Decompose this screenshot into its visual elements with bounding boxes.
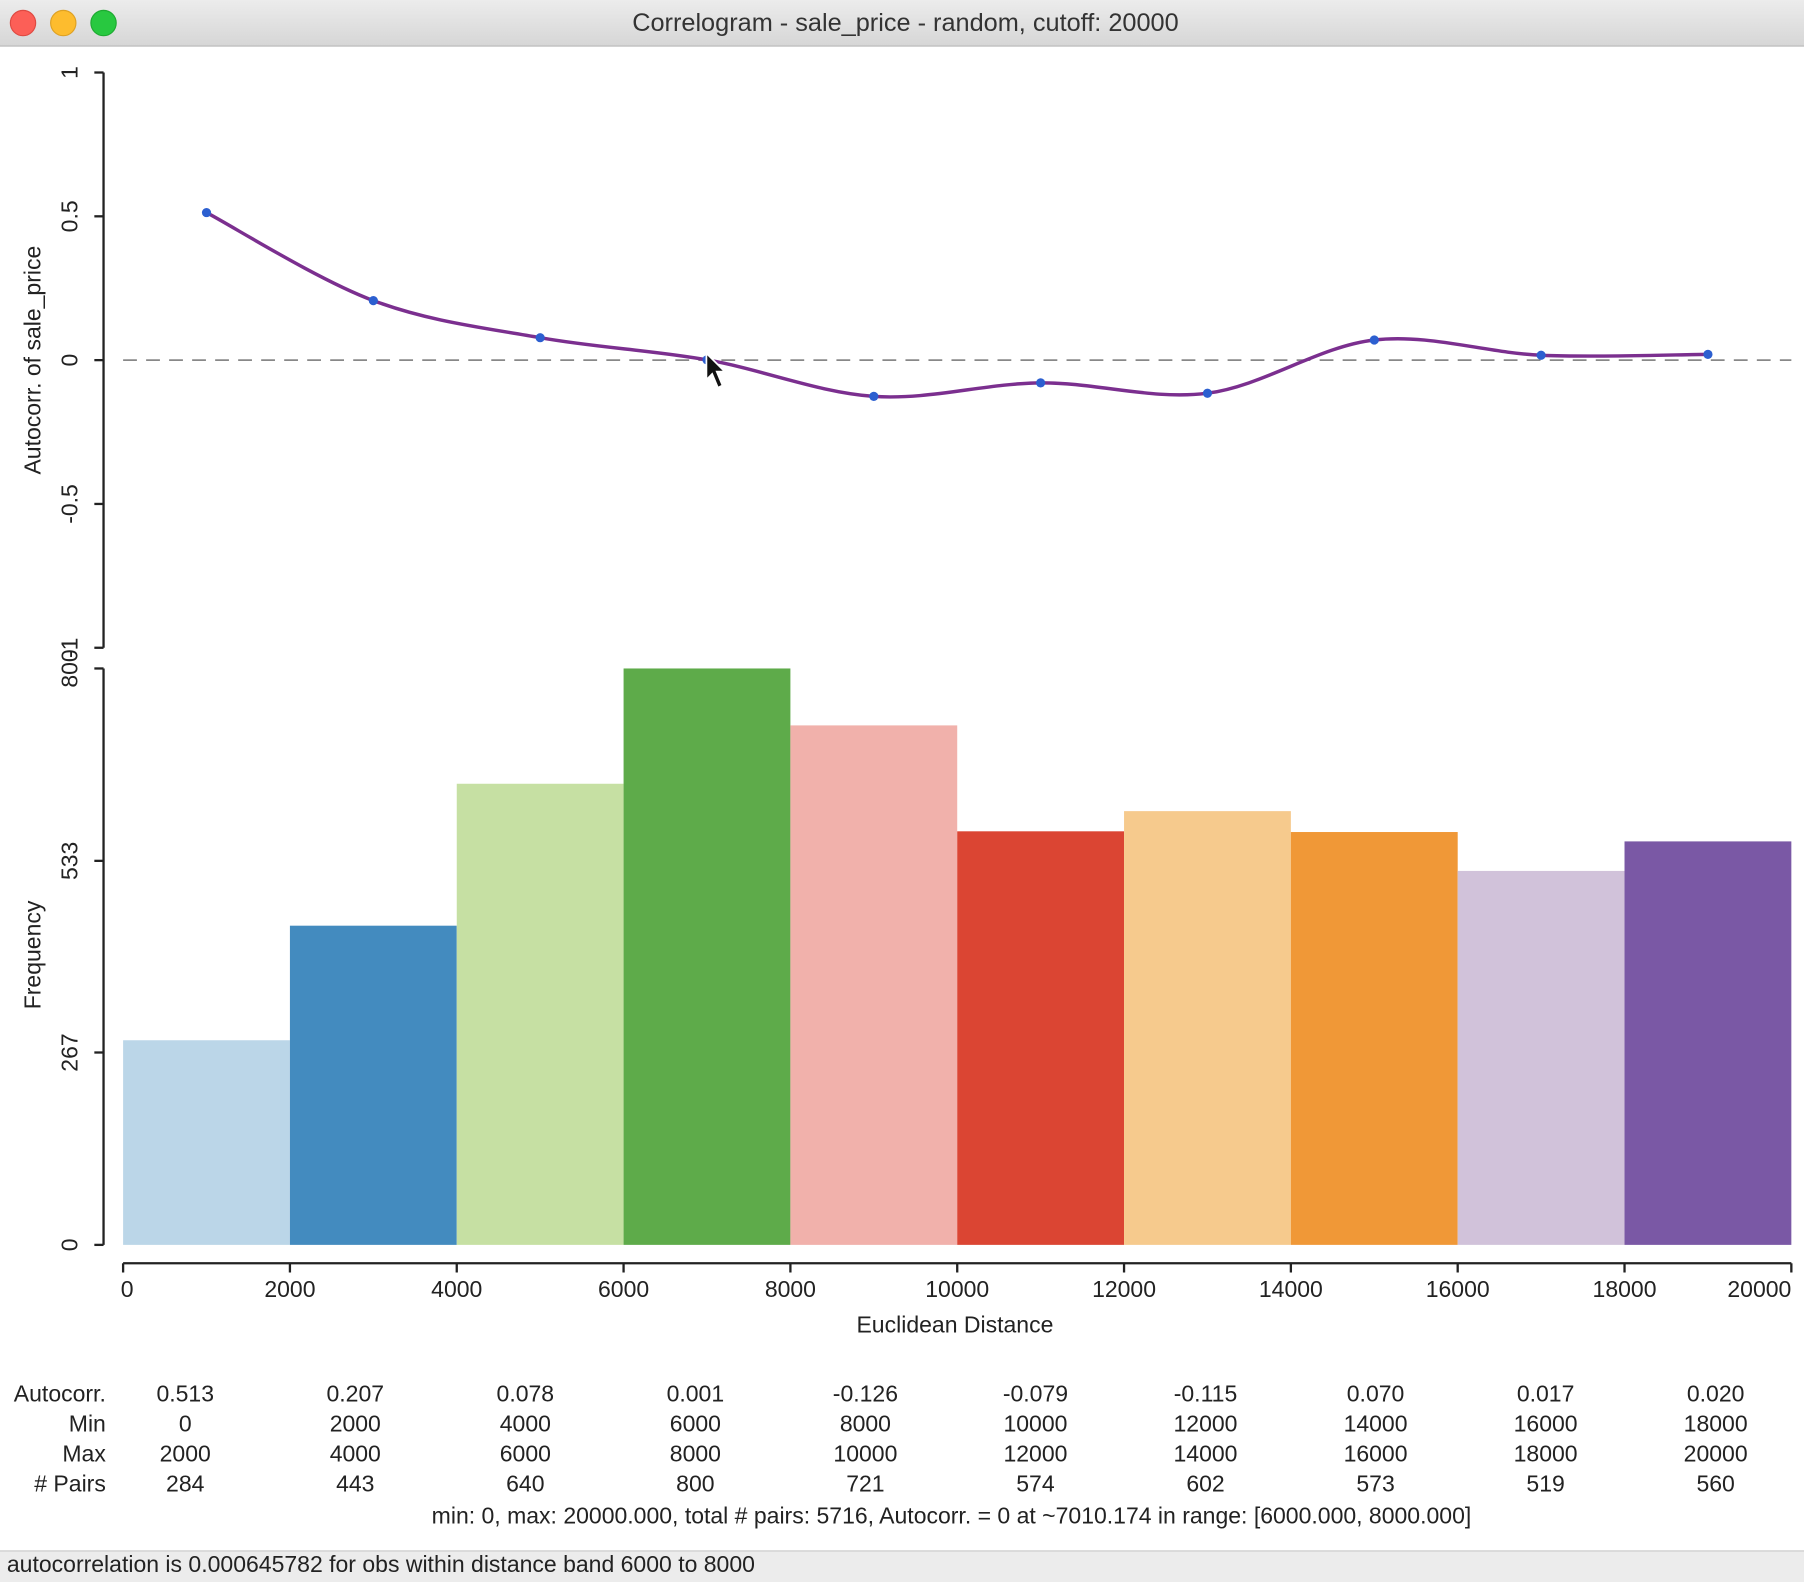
table-cell: 12000 xyxy=(1003,1440,1067,1466)
table-cell: 0.070 xyxy=(1347,1381,1405,1407)
x-axis-title: Euclidean Distance xyxy=(856,1312,1053,1338)
autocorr-point xyxy=(1369,335,1379,345)
histogram-bar xyxy=(623,668,791,1245)
table-cell: 6000 xyxy=(500,1440,551,1466)
table-cell: 4000 xyxy=(500,1411,551,1437)
y-axis-title: Frequency xyxy=(20,900,46,1009)
table-row-label: Autocorr. xyxy=(14,1381,106,1407)
title-bar xyxy=(0,0,1804,47)
table-cell: 6000 xyxy=(670,1411,721,1437)
histogram-bar xyxy=(456,783,624,1245)
x-tick-label: 20000 xyxy=(1727,1276,1791,1302)
status-bar xyxy=(0,1550,1804,1582)
summary: min: 0, max: 20000.000, total # pairs: 5… xyxy=(432,1503,1472,1529)
table-cell: 4000 xyxy=(330,1440,381,1466)
close-button[interactable] xyxy=(9,9,37,37)
table-cell: 0.513 xyxy=(156,1381,214,1407)
autocorr-point xyxy=(368,295,378,306)
autocorr-point xyxy=(1703,349,1713,359)
histogram-bar xyxy=(1624,841,1792,1245)
table-cell: 800 xyxy=(676,1470,714,1496)
table-cell: 16000 xyxy=(1344,1440,1408,1466)
histogram-bar xyxy=(1457,870,1625,1245)
y-tick-label: 0 xyxy=(56,354,82,367)
x-tick-label: 18000 xyxy=(1593,1276,1657,1302)
autocorr-point xyxy=(1036,378,1046,388)
plot-area: -1 -0.5 0 0.5 1 0.513 0.207 0.078 0.001 -0.126 -0.… xyxy=(14,66,1793,1496)
table-cell: 8000 xyxy=(840,1411,891,1437)
y-tick-label: 0.5 xyxy=(56,200,82,232)
table-cell: -0.115 xyxy=(1174,1381,1238,1407)
y-tick-label: 800 xyxy=(56,649,82,687)
table-row-label: Min xyxy=(69,1411,106,1437)
table-cell: 0.078 xyxy=(497,1381,555,1407)
y-tick-label: 267 xyxy=(56,1033,82,1071)
minimize-button[interactable] xyxy=(50,9,77,37)
zoom-button[interactable] xyxy=(90,9,117,37)
x-tick-label: 8000 xyxy=(765,1276,816,1302)
x-tick-label: 12000 xyxy=(1092,1276,1156,1302)
status-text: autocorrelation is 0.000645782 for obs w… xyxy=(7,1551,755,1577)
table-cell: 573 xyxy=(1356,1470,1394,1496)
table-cell: 14000 xyxy=(1174,1440,1238,1466)
table-cell: 0.020 xyxy=(1687,1381,1745,1407)
table-cell: 10000 xyxy=(1003,1411,1067,1437)
table-cell: -0.079 xyxy=(1003,1381,1068,1407)
autocorr-point xyxy=(201,207,212,218)
table-cell: 16000 xyxy=(1514,1411,1578,1437)
histogram-bar xyxy=(1124,811,1291,1245)
autocorr-point xyxy=(869,391,879,401)
x-tick-label: 16000 xyxy=(1426,1276,1490,1302)
y-axis-title: Autocorr. of sale_price xyxy=(20,246,46,475)
table-cell: 2000 xyxy=(330,1411,381,1437)
x-tick-label: 6000 xyxy=(598,1276,649,1302)
table-cell: 443 xyxy=(336,1470,374,1496)
table-cell: 10000 xyxy=(833,1440,897,1466)
table-row-label: Max xyxy=(62,1440,106,1466)
table-cell: 18000 xyxy=(1514,1440,1578,1466)
x-tick-label: 4000 xyxy=(431,1276,482,1302)
table-cell: -0.126 xyxy=(833,1381,898,1407)
table-cell: 0.001 xyxy=(667,1381,725,1407)
table-cell: 284 xyxy=(166,1470,205,1496)
histogram-bar xyxy=(790,725,958,1245)
y-tick-label: 533 xyxy=(56,842,82,880)
y-tick-label: -1 xyxy=(56,638,82,658)
y-tick-label: 0 xyxy=(56,1238,82,1251)
autocorr-point xyxy=(1202,388,1213,398)
table-cell: 0 xyxy=(179,1411,192,1437)
table-cell: 519 xyxy=(1526,1470,1564,1496)
table-cell: 2000 xyxy=(160,1440,211,1466)
x-tick-label: 0 xyxy=(121,1276,134,1302)
autocorr-curve xyxy=(205,211,1708,399)
table-cell: 8000 xyxy=(670,1440,721,1466)
window-title: Correlogram - sale_price - random, cutof… xyxy=(632,9,1179,37)
table-cell: 560 xyxy=(1696,1470,1734,1496)
table-cell: 20000 xyxy=(1684,1440,1748,1466)
y-tick-label: -0.5 xyxy=(56,484,82,524)
histogram-bar xyxy=(957,831,1125,1245)
histogram-bar xyxy=(1290,832,1458,1245)
table-cell: 18000 xyxy=(1684,1411,1748,1437)
table-cell: 721 xyxy=(846,1470,884,1496)
x-tick-label: 14000 xyxy=(1259,1276,1323,1302)
table-cell: 574 xyxy=(1016,1470,1055,1496)
table-cell: 602 xyxy=(1186,1470,1224,1496)
autocorr-point xyxy=(1536,350,1546,360)
table-cell: 12000 xyxy=(1174,1411,1238,1437)
table-row-label: # Pairs xyxy=(34,1470,106,1496)
mouse-cursor xyxy=(705,351,727,389)
autocorr-point xyxy=(535,333,545,343)
x-tick-label: 2000 xyxy=(264,1276,315,1302)
y-tick-label: 1 xyxy=(56,66,82,79)
histogram-bar xyxy=(289,925,457,1245)
x-tick-label: 10000 xyxy=(925,1276,989,1302)
table-cell: 14000 xyxy=(1344,1411,1408,1437)
table-cell: 640 xyxy=(506,1470,544,1496)
histogram-bar xyxy=(123,1040,290,1245)
table-cell: 0.207 xyxy=(326,1381,384,1407)
table-cell: 0.017 xyxy=(1517,1381,1575,1407)
